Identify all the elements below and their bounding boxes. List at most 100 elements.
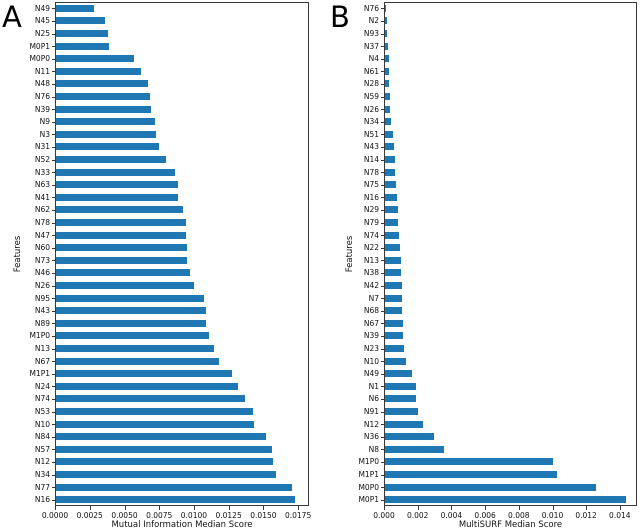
bar-N34 bbox=[385, 118, 392, 126]
y-tick-label: M0P0 bbox=[29, 54, 50, 64]
y-tick bbox=[381, 222, 384, 224]
y-tick-label: N3 bbox=[39, 129, 50, 139]
y-tick-label: N43 bbox=[363, 142, 379, 152]
y-tick-label: N29 bbox=[363, 205, 379, 215]
bar-N34 bbox=[56, 471, 276, 478]
y-tick bbox=[381, 121, 384, 123]
y-tick bbox=[381, 499, 384, 501]
y-tick bbox=[52, 96, 55, 98]
bar-N67 bbox=[385, 319, 403, 327]
y-tick bbox=[52, 272, 55, 274]
bar-N84 bbox=[56, 433, 266, 441]
y-tick bbox=[381, 8, 384, 10]
bar-N36 bbox=[385, 433, 435, 441]
x-tick bbox=[518, 506, 520, 510]
y-tick-label: N73 bbox=[34, 255, 50, 265]
y-tick-label: N43 bbox=[34, 306, 50, 316]
plot-area bbox=[55, 2, 309, 506]
y-tick bbox=[381, 285, 384, 287]
y-tick bbox=[52, 335, 55, 337]
y-tick bbox=[52, 33, 55, 35]
y-tick-label: N62 bbox=[34, 205, 50, 215]
y-tick bbox=[52, 134, 55, 136]
y-tick-label: N60 bbox=[34, 243, 50, 253]
x-tick-label: 0.0175 bbox=[284, 511, 312, 520]
bar-M0P1 bbox=[385, 496, 626, 504]
x-tick bbox=[417, 506, 419, 510]
y-tick-label: M1P1 bbox=[358, 470, 379, 479]
bar-N9 bbox=[56, 118, 155, 126]
bar-N14 bbox=[385, 156, 396, 163]
y-tick-label: N6 bbox=[368, 394, 379, 404]
bar-N12 bbox=[56, 458, 274, 466]
bar-N79 bbox=[385, 219, 399, 226]
y-tick-label: N23 bbox=[363, 344, 379, 353]
bar-N67 bbox=[56, 357, 219, 365]
x-tick-label: 0.0125 bbox=[215, 511, 242, 520]
y-tick bbox=[52, 83, 55, 85]
bar-N76 bbox=[385, 4, 386, 12]
bar-N73 bbox=[56, 256, 188, 264]
x-tick bbox=[159, 506, 161, 510]
y-tick bbox=[52, 121, 55, 123]
y-tick-label: N84 bbox=[34, 432, 50, 442]
x-tick bbox=[552, 506, 554, 510]
y-tick-label: N9 bbox=[39, 117, 50, 127]
y-tick bbox=[52, 398, 55, 400]
y-tick-label: N34 bbox=[34, 470, 50, 479]
x-tick-label: 0.006 bbox=[474, 511, 496, 520]
bar-N39 bbox=[56, 105, 151, 113]
y-tick bbox=[381, 373, 384, 375]
y-tick-label: N10 bbox=[363, 356, 379, 366]
y-tick-label: N16 bbox=[363, 192, 379, 202]
plot-area bbox=[384, 2, 637, 506]
y-tick-label: N48 bbox=[34, 79, 50, 89]
bar-N38 bbox=[385, 269, 402, 277]
bar-M1P0 bbox=[56, 332, 210, 340]
bar-N13 bbox=[385, 256, 401, 264]
bar-N25 bbox=[56, 30, 108, 37]
x-tick bbox=[384, 506, 385, 510]
bar-N51 bbox=[385, 130, 393, 138]
y-tick-label: N52 bbox=[34, 155, 50, 164]
y-tick bbox=[52, 449, 55, 451]
y-tick bbox=[52, 222, 55, 224]
bar-N76 bbox=[56, 93, 150, 100]
y-tick bbox=[381, 411, 384, 413]
y-tick-label: N63 bbox=[34, 180, 50, 190]
x-tick bbox=[124, 506, 126, 510]
y-tick-label: N36 bbox=[363, 432, 379, 442]
y-tick-label: N49 bbox=[34, 3, 50, 13]
y-tick-label: N78 bbox=[34, 218, 50, 227]
x-tick bbox=[193, 506, 195, 510]
y-tick-label: N53 bbox=[34, 407, 50, 416]
y-tick-label: N77 bbox=[34, 482, 50, 492]
x-tick-label: 0.0150 bbox=[250, 511, 277, 520]
y-tick-label: N22 bbox=[363, 243, 379, 253]
y-tick-label: N39 bbox=[34, 104, 50, 114]
bar-N39 bbox=[385, 332, 404, 340]
y-tick bbox=[381, 71, 384, 73]
y-tick bbox=[52, 424, 55, 426]
y-tick bbox=[52, 361, 55, 363]
y-tick bbox=[52, 197, 55, 199]
y-tick bbox=[52, 323, 55, 325]
bar-N75 bbox=[385, 181, 396, 189]
y-tick bbox=[52, 146, 55, 148]
bar-N13 bbox=[56, 345, 215, 352]
bar-N53 bbox=[56, 408, 253, 415]
y-tick bbox=[381, 33, 384, 35]
bar-N43 bbox=[385, 143, 395, 151]
y-tick-label: N34 bbox=[363, 117, 379, 127]
bar-N41 bbox=[56, 193, 179, 201]
x-tick bbox=[89, 506, 91, 510]
x-tick bbox=[263, 506, 265, 510]
y-tick bbox=[381, 398, 384, 400]
bar-N43 bbox=[56, 307, 206, 315]
y-tick-label: N39 bbox=[363, 331, 379, 341]
y-tick bbox=[381, 247, 384, 249]
y-tick-label: N28 bbox=[363, 79, 379, 89]
bar-N49 bbox=[56, 4, 95, 12]
y-tick bbox=[381, 184, 384, 186]
y-tick-label: N79 bbox=[363, 218, 379, 227]
